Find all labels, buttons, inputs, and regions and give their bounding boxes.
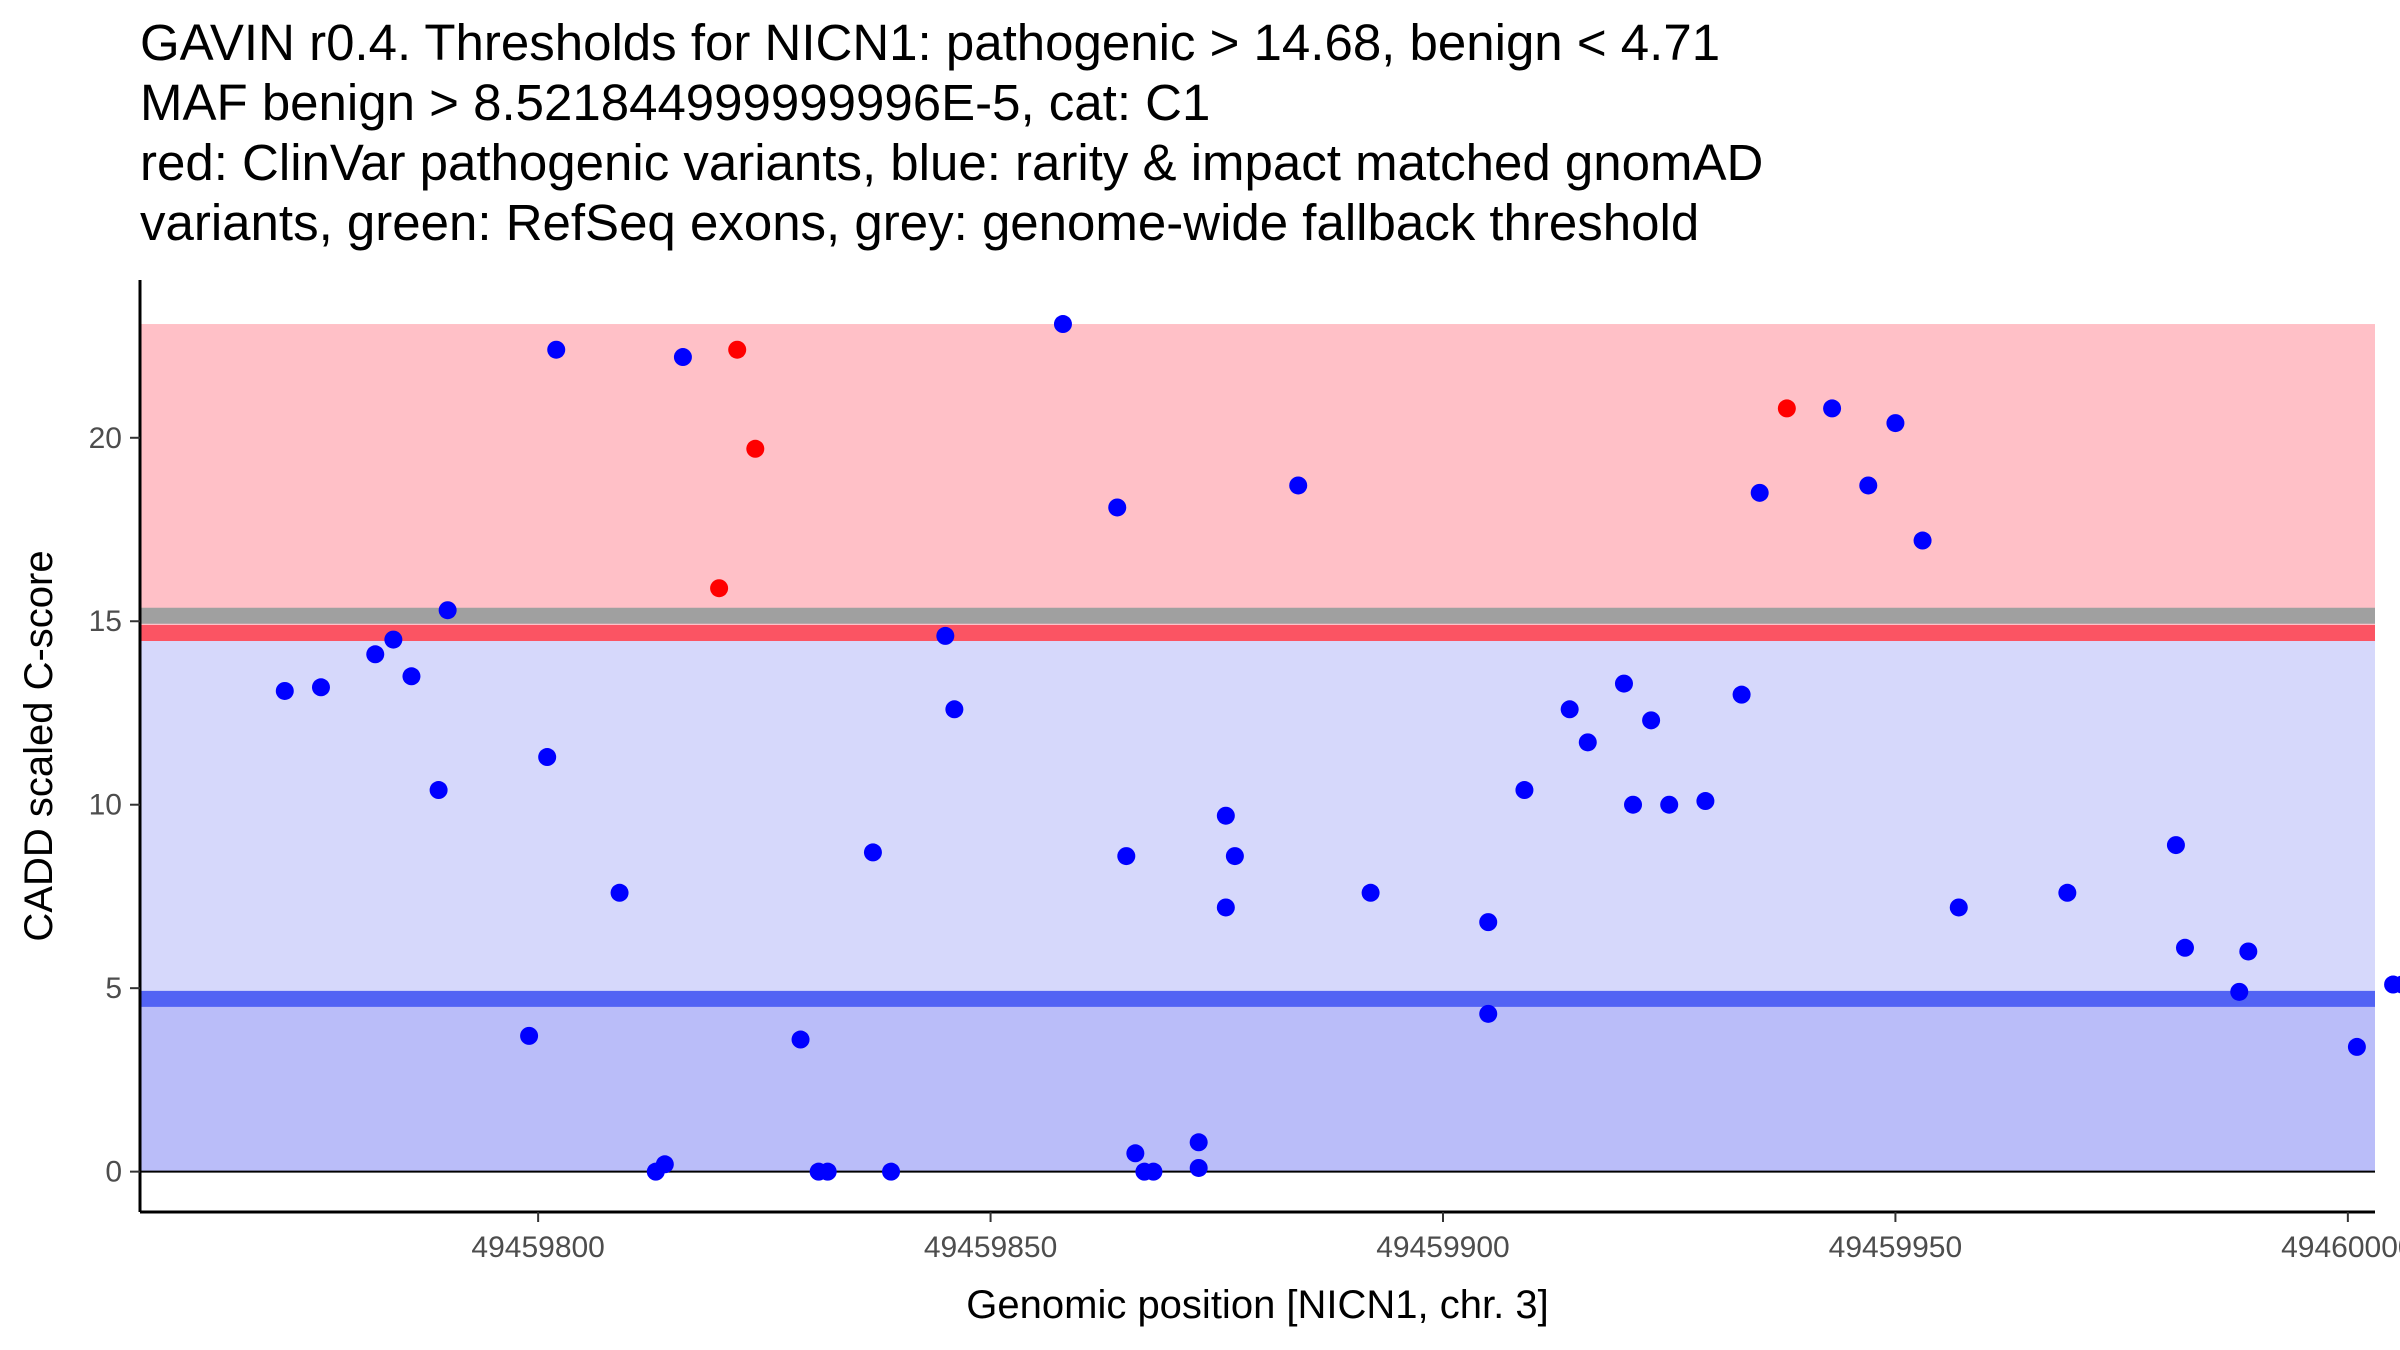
gnomad-point-4: [402, 667, 421, 686]
gnomad-point-22: [1108, 498, 1127, 517]
gnomad-point-19: [936, 626, 955, 645]
gnomad-point-3: [384, 630, 403, 649]
benign-low-region-band: [140, 998, 2375, 1172]
gnomad-point-44: [1732, 685, 1751, 704]
y-tick-label-4: 20: [89, 422, 122, 455]
x-axis-title: Genomic position [NICN1, chr. 3]: [966, 1283, 1548, 1327]
y-tick-label-0: 0: [105, 1156, 122, 1189]
gnomad-point-27: [1189, 1133, 1208, 1152]
clinvar-point-0: [710, 579, 729, 598]
y-tick-label-1: 5: [105, 972, 122, 1005]
pathogenic-region-band: [140, 324, 2375, 633]
threshold-lines: [140, 607, 2375, 1007]
y-axis-title: CADD scaled C-score: [17, 550, 61, 941]
gnomad-point-6: [438, 601, 457, 620]
gnomad-point-17: [863, 843, 882, 862]
gnomad-point-7: [520, 1026, 539, 1045]
gnomad-point-47: [1859, 476, 1878, 495]
clinvar-point-3: [1777, 399, 1796, 418]
gnomad-point-55: [2239, 942, 2258, 961]
clinvar-point-1: [728, 340, 747, 359]
gnomad-point-40: [1624, 795, 1643, 814]
x-axis-ticks: 49459800 49459850 49459900 49459950 49460000…: [471, 1212, 2400, 1264]
title-line-1: GAVIN r0.4. Thresholds for NICN1: pathog…: [140, 14, 1720, 71]
clinvar-point-2: [746, 439, 765, 458]
gnomad-point-16: [818, 1162, 837, 1181]
gnomad-point-9: [547, 340, 566, 359]
gnomad-point-34: [1479, 913, 1498, 932]
x-tick-label-4: 49460000: [2281, 1231, 2400, 1264]
gnomad-point-28: [1189, 1158, 1208, 1177]
gnomad-point-8: [538, 748, 557, 767]
gnomad-point-52: [2166, 836, 2185, 855]
title-line-4: variants, green: RefSeq exons, grey: gen…: [140, 194, 1699, 251]
gnomad-point-12: [655, 1155, 674, 1174]
gnomad-point-48: [1886, 414, 1905, 433]
title-line-2: MAF benign > 8.521844999999996E-5, cat: …: [140, 74, 1210, 131]
gnomad-point-29: [1216, 806, 1235, 825]
axes: [138, 280, 2375, 1214]
gnomad-point-10: [610, 883, 629, 902]
gnomad-point-46: [1823, 399, 1842, 418]
x-tick-label-2: 49459900: [1376, 1231, 1509, 1264]
x-tick-label-0: 49459800: [471, 1231, 604, 1264]
gnomad-point-13: [673, 348, 692, 367]
gnomad-point-56: [2347, 1037, 2366, 1056]
gnomad-point-37: [1560, 700, 1579, 719]
gnomad-point-36: [1515, 781, 1534, 800]
gnomad-point-50: [1949, 898, 1968, 917]
chart-title: GAVIN r0.4. Thresholds for NICN1: pathog…: [140, 14, 1763, 251]
gnomad-point-1: [311, 678, 330, 697]
gnomad-point-38: [1578, 733, 1597, 752]
gnomad-point-51: [2058, 883, 2077, 902]
gnomad-point-58: [2393, 975, 2400, 994]
gnomad-point-18: [882, 1162, 901, 1181]
gnomad-point-53: [2175, 938, 2194, 957]
gnomad-point-35: [1479, 1004, 1498, 1023]
gnomad-point-31: [1225, 847, 1244, 866]
x-tick-label-1: 49459850: [924, 1231, 1057, 1264]
gnomad-point-0: [275, 681, 294, 700]
y-axis-ticks: 0 5 10 15 20: [89, 422, 140, 1189]
title-line-3: red: ClinVar pathogenic variants, blue: …: [140, 134, 1763, 191]
gnomad-point-49: [1913, 531, 1932, 550]
gnomad-point-2: [366, 645, 385, 664]
gnomad-point-33: [1361, 883, 1380, 902]
gnomad-point-30: [1216, 898, 1235, 917]
y-tick-label-2: 10: [89, 789, 122, 822]
gnomad-point-32: [1289, 476, 1308, 495]
gnomad-point-23: [1117, 847, 1136, 866]
gnomad-point-14: [791, 1030, 810, 1049]
gnomad-point-39: [1614, 674, 1633, 693]
gnomad-point-41: [1642, 711, 1661, 730]
gnomad-point-5: [429, 781, 448, 800]
variant-points: [275, 315, 2400, 1181]
threshold-bands: [140, 324, 2375, 1172]
gnomad-point-54: [2230, 982, 2249, 1001]
gnomad-point-42: [1660, 795, 1679, 814]
gnomad-point-20: [945, 700, 964, 719]
x-tick-label-3: 49459950: [1829, 1231, 1962, 1264]
gnomad-point-21: [1053, 315, 1072, 334]
gnomad-point-24: [1126, 1144, 1145, 1163]
gnomad-point-43: [1696, 792, 1715, 811]
gnomad-point-26: [1144, 1162, 1163, 1181]
y-tick-label-3: 15: [89, 605, 122, 638]
benign-mid-region-band: [140, 632, 2375, 999]
gnomad-point-45: [1750, 483, 1769, 502]
